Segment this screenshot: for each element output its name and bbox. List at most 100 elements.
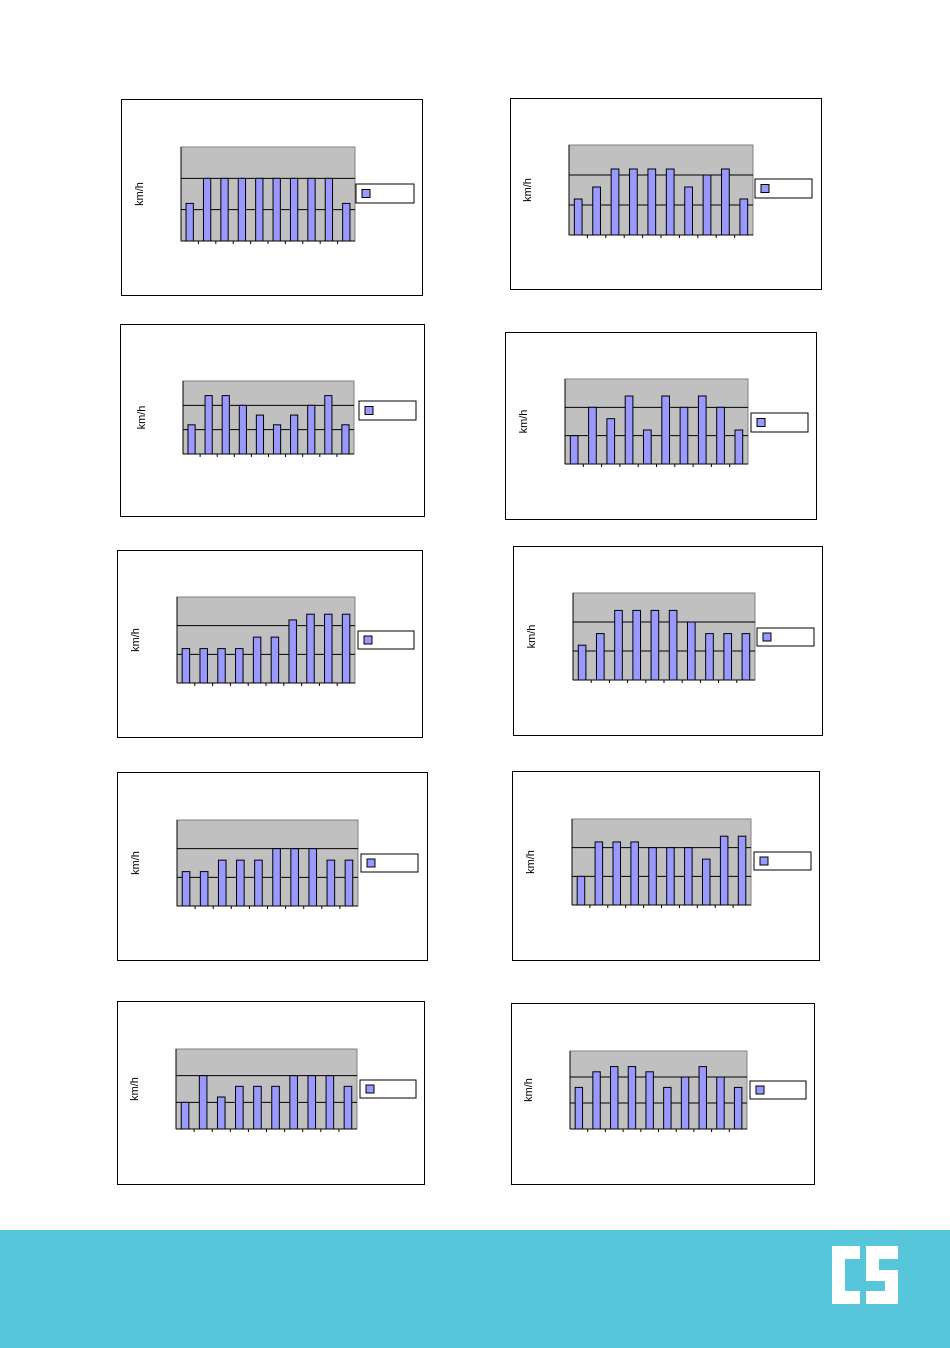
bar xyxy=(721,168,730,236)
bar xyxy=(272,177,281,242)
y-axis-label: km/h xyxy=(136,406,148,430)
bar-chart-2: km/h xyxy=(510,98,822,290)
bar xyxy=(236,859,245,907)
bar xyxy=(326,859,336,907)
bar xyxy=(235,1085,244,1130)
bar xyxy=(272,424,282,455)
bar xyxy=(181,648,191,684)
bar xyxy=(255,177,264,242)
bar xyxy=(648,847,657,906)
legend-box xyxy=(754,178,813,199)
legend-swatch xyxy=(364,406,374,415)
bar xyxy=(684,847,693,906)
bar xyxy=(739,198,749,236)
bar xyxy=(665,168,675,236)
bar xyxy=(645,1071,654,1130)
bar xyxy=(629,168,638,236)
bar-chart-1: km/h xyxy=(121,99,423,296)
bar xyxy=(324,613,333,684)
bar xyxy=(220,177,229,242)
bar xyxy=(216,1096,226,1130)
bar xyxy=(202,177,212,242)
bar xyxy=(325,1075,335,1130)
bar xyxy=(661,395,670,465)
bar xyxy=(716,1076,725,1130)
bar xyxy=(594,841,604,906)
bar xyxy=(737,835,747,906)
bar xyxy=(574,1086,584,1130)
bar xyxy=(569,435,579,465)
y-axis-label: km/h xyxy=(130,628,142,652)
bar xyxy=(666,847,675,906)
chart-svg: km/h xyxy=(522,144,813,238)
bar xyxy=(684,186,693,236)
bar xyxy=(733,1086,743,1130)
bar xyxy=(217,648,226,684)
chart-svg: km/h xyxy=(129,1048,417,1132)
y-axis-label: km/h xyxy=(526,625,538,649)
chart-svg: km/h xyxy=(526,592,815,683)
bar xyxy=(698,1066,707,1130)
bar xyxy=(307,404,316,455)
bar xyxy=(630,841,639,906)
bar xyxy=(324,177,334,242)
bar-chart-5: km/h xyxy=(117,550,423,738)
legend-box xyxy=(355,183,415,204)
legend-swatch xyxy=(366,858,376,868)
chart-svg: km/h xyxy=(136,380,417,457)
bar xyxy=(573,198,583,236)
bar xyxy=(606,418,616,465)
bar xyxy=(610,168,620,236)
bar xyxy=(253,1085,262,1130)
bar xyxy=(217,859,227,907)
bar xyxy=(204,395,213,455)
bar xyxy=(686,621,696,681)
bar xyxy=(701,858,711,906)
legend-swatch xyxy=(759,856,769,866)
bar-chart-7: km/h xyxy=(117,772,428,961)
bar xyxy=(647,168,657,236)
bar xyxy=(238,404,247,455)
bar xyxy=(307,1075,317,1130)
chart-svg: km/h xyxy=(525,818,812,908)
bar xyxy=(592,1071,601,1130)
bar xyxy=(180,1101,190,1130)
bar xyxy=(723,633,733,681)
bar xyxy=(308,848,318,907)
bar xyxy=(716,406,725,465)
bar xyxy=(734,429,744,465)
legend-swatch xyxy=(365,1084,375,1094)
y-axis-label: km/h xyxy=(518,410,530,434)
bar xyxy=(588,406,597,465)
bar xyxy=(624,395,634,465)
bar xyxy=(307,177,316,242)
bar xyxy=(719,835,729,906)
bar xyxy=(668,609,678,681)
bar xyxy=(595,633,605,681)
y-axis-label: km/h xyxy=(525,850,537,874)
bar xyxy=(255,414,265,455)
bar-chart-4: km/h xyxy=(505,332,817,520)
bar xyxy=(199,648,208,684)
bar xyxy=(272,848,281,907)
legend-swatch xyxy=(756,418,766,427)
y-axis-label: km/h xyxy=(522,178,534,202)
bar xyxy=(185,202,194,242)
bar xyxy=(237,177,247,242)
legend-box xyxy=(750,412,809,433)
bar xyxy=(341,424,350,455)
bar xyxy=(252,636,262,684)
legend-swatch xyxy=(760,184,770,193)
bar xyxy=(697,395,707,465)
bar xyxy=(650,609,660,681)
bar xyxy=(577,644,587,681)
bar xyxy=(592,186,601,236)
bar xyxy=(235,648,244,684)
bar xyxy=(306,613,315,684)
bar xyxy=(199,871,209,907)
bar xyxy=(705,633,714,681)
footer-band xyxy=(0,1230,950,1348)
bar xyxy=(187,424,196,455)
bar-chart-3: km/h xyxy=(120,324,425,517)
legend-swatch xyxy=(762,632,772,642)
